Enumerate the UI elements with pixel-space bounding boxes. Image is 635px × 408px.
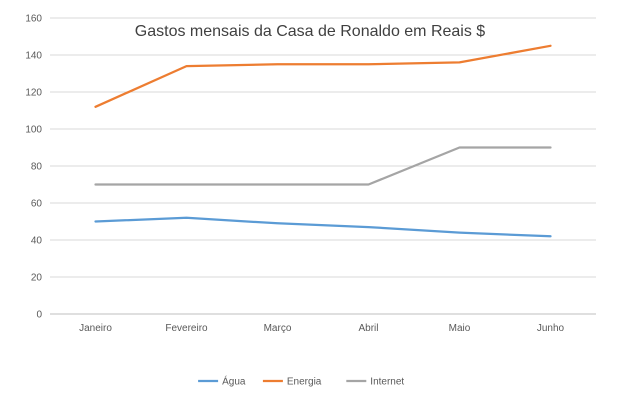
legend: Água Energia Internet [198,375,404,388]
x-tick-label: Fevereiro [165,323,208,334]
x-tick-label: Abril [358,323,378,334]
y-tick-label: 160 [25,14,42,25]
y-tick-label: 80 [31,162,43,173]
y-tick-label: 100 [25,125,42,136]
gridlines [50,17,596,315]
series-line [94,44,552,108]
legend-label: Energia [287,377,322,388]
x-axis-ticks: Janeiro Fevereiro Março Abril Maio Junho [79,323,564,334]
series-lines [94,44,552,238]
series-line [94,146,552,186]
y-tick-label: 40 [31,236,43,247]
y-axis-ticks: 0 20 40 60 80 100 120 140 160 [25,14,42,321]
x-tick-label: Maio [449,323,471,334]
series-line [94,216,552,238]
x-tick-label: Junho [537,323,565,334]
y-tick-label: 0 [36,310,42,321]
y-tick-label: 120 [25,88,42,99]
legend-label: Água [222,375,246,388]
y-tick-label: 20 [31,273,43,284]
chart-title: Gastos mensais da Casa de Ronaldo em Rea… [135,23,486,40]
x-tick-label: Janeiro [79,323,112,334]
x-tick-label: Março [264,323,292,334]
y-tick-label: 140 [25,51,42,62]
y-tick-label: 60 [31,199,43,210]
legend-label: Internet [370,377,404,388]
